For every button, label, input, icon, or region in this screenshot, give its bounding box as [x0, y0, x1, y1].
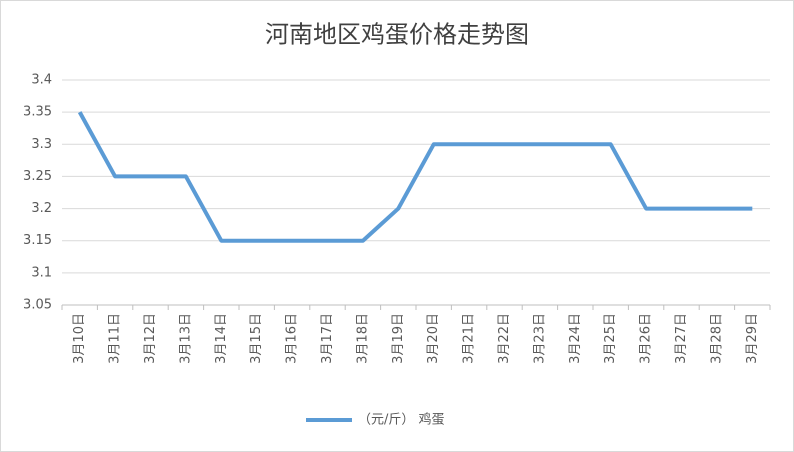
x-tick-label: 3月19日: [391, 313, 406, 364]
x-tick-label: 3月27日: [674, 313, 689, 364]
x-tick-label: 3月26日: [639, 313, 654, 364]
y-tick-label: 3.2: [31, 201, 52, 216]
x-tick-label: 3月24日: [568, 313, 583, 364]
x-tick-label: 3月18日: [355, 313, 370, 364]
x-tick-label: 3月11日: [108, 313, 123, 364]
x-tick-label: 3月12日: [143, 313, 158, 364]
x-tick-label: 3月14日: [214, 313, 229, 364]
y-tick-label: 3.1: [31, 265, 52, 280]
legend-label: （元/斤） 鸡蛋: [358, 412, 445, 428]
x-tick-label: 3月21日: [462, 313, 477, 364]
y-tick-label: 3.4: [31, 73, 52, 88]
x-tick-label: 3月23日: [532, 313, 547, 364]
y-tick-label: 3.25: [23, 169, 52, 184]
y-tick-label: 3.3: [31, 137, 52, 152]
x-tick-label: 3月22日: [497, 313, 512, 364]
x-tick-label: 3月29日: [745, 313, 760, 364]
x-tick-label: 3月20日: [426, 313, 441, 364]
x-tick-label: 3月13日: [178, 313, 193, 364]
x-tick-label: 3月16日: [285, 313, 300, 364]
y-tick-label: 3.35: [23, 105, 52, 120]
x-tick-label: 3月28日: [709, 313, 724, 364]
y-tick-label: 3.05: [23, 298, 52, 313]
x-tick-label: 3月17日: [320, 313, 335, 364]
line-series: [77, 111, 753, 243]
x-tick-label: 3月10日: [72, 313, 87, 364]
chart-title: 河南地区鸡蛋价格走势图: [265, 21, 529, 49]
x-tick-label: 3月25日: [603, 313, 618, 364]
y-tick-label: 3.15: [23, 233, 52, 248]
x-tick-label: 3月15日: [249, 313, 264, 364]
